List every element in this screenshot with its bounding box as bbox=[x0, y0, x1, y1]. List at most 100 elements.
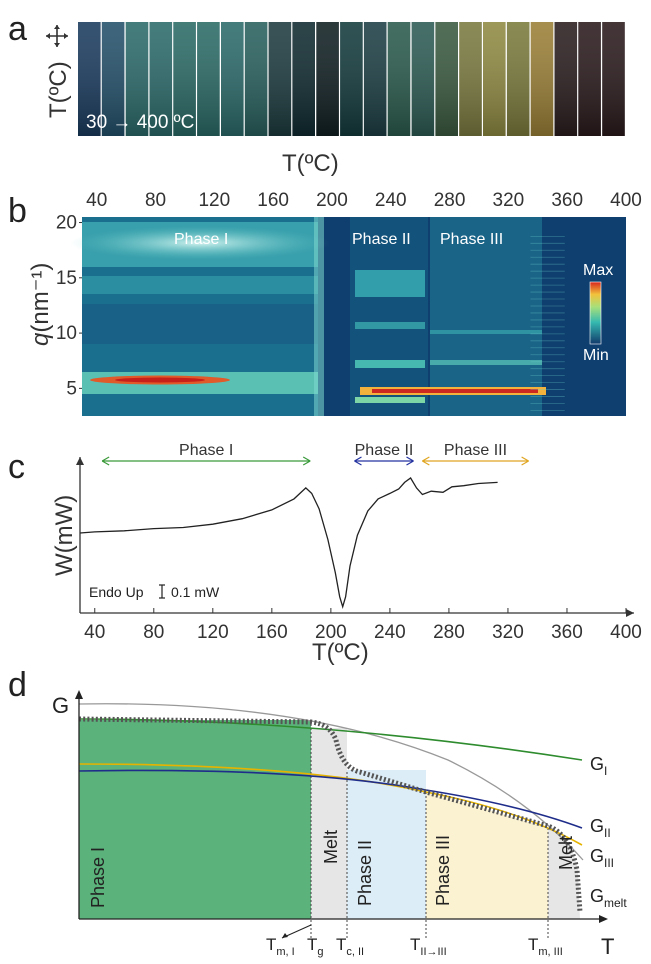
panel-b-x-tick-label: 80 bbox=[145, 190, 166, 211]
panel-d-y-label: G bbox=[52, 693, 69, 718]
heatmap-phase3-band-6 bbox=[430, 360, 542, 365]
region-melt-1 bbox=[311, 728, 347, 919]
panel-b-y-ticks: 5 10 15 20 bbox=[56, 213, 82, 399]
phase-range-right-arrow-icon bbox=[521, 456, 529, 466]
thermal-frame-shade bbox=[244, 22, 268, 136]
region-melt2-label: Melt bbox=[556, 836, 576, 870]
panel-b-x-tick-label: 280 bbox=[434, 190, 466, 211]
panel-c-x-tick-label: 120 bbox=[197, 622, 229, 643]
thermal-frame-shade bbox=[506, 22, 530, 136]
thermal-frames-strip bbox=[78, 22, 625, 136]
thermal-frame-shade bbox=[101, 22, 125, 136]
thermal-frame-shade bbox=[411, 22, 435, 136]
heatmap-phase1-band-15 bbox=[82, 276, 318, 294]
thermal-frame-shade bbox=[78, 22, 101, 136]
panel-c-x-tick-label: 360 bbox=[551, 622, 583, 643]
panel-b-x-tick-label: 240 bbox=[375, 190, 407, 211]
scan-range-label: 30 → 400 ºC bbox=[86, 112, 194, 133]
panel-c-x-tick-label: 320 bbox=[492, 622, 524, 643]
heatmap-phase3-label: Phase III bbox=[440, 231, 503, 248]
thermal-frame-shade bbox=[173, 22, 196, 136]
panel-b-y-tick-label: 15 bbox=[56, 268, 77, 289]
heatmap-phase3-peak bbox=[372, 389, 538, 393]
tc2-label: Tc, II bbox=[336, 935, 364, 958]
panel-b-x-tick-label: 40 bbox=[86, 190, 107, 211]
scale-bar-value: 0.1 mW bbox=[171, 584, 220, 600]
colorbar-max-label: Max bbox=[583, 262, 613, 279]
panel-c-x-tick-label: 200 bbox=[315, 622, 347, 643]
panel-b-x-tick-label: 120 bbox=[198, 190, 230, 211]
panel-b-x-tick-label: 200 bbox=[316, 190, 348, 211]
thermal-frame-shade bbox=[292, 22, 315, 136]
region-melt-2 bbox=[548, 828, 580, 919]
panel-c-y-arrow-icon bbox=[76, 457, 84, 465]
panel-c-x-arrow-icon bbox=[626, 609, 634, 617]
curve-label-gmelt: Gmelt bbox=[590, 886, 627, 910]
panel-b-x-tick-label: 360 bbox=[551, 190, 583, 211]
panel-b-x-tick-label: 400 bbox=[610, 190, 642, 211]
colorbar: Max Min bbox=[583, 262, 613, 364]
panel-b-y-tick-label: 20 bbox=[56, 213, 77, 234]
region-phase1 bbox=[79, 720, 311, 919]
phase-range-label: Phase III bbox=[444, 442, 507, 459]
thermal-frame-shade bbox=[149, 22, 173, 136]
heatmap-phase1-mid bbox=[82, 304, 318, 344]
panel-c-x-tick-label: 160 bbox=[256, 622, 288, 643]
panel-d-x-label: T bbox=[601, 934, 614, 959]
curve-label-g3: GIII bbox=[590, 846, 614, 870]
panel-c: c W(mW) Phase I Phase II Phase III Endo Up… bbox=[8, 442, 642, 666]
panel-c-x-ticks: 40 80 120 160 200 240 280 320 360 400 bbox=[84, 608, 642, 643]
panel-b-y-label: q(nm⁻¹) bbox=[27, 263, 54, 346]
region-phase3 bbox=[426, 791, 548, 919]
panel-d-x-arrow-icon bbox=[599, 915, 608, 923]
region-phase3-label: Phase III bbox=[433, 835, 453, 906]
tm1-arrowhead-icon bbox=[282, 933, 288, 938]
panel-c-y-label: W(mW) bbox=[51, 495, 78, 576]
panel-c-letter: c bbox=[8, 448, 25, 486]
endo-up-label: Endo Up bbox=[89, 584, 144, 600]
heatmap-streaks bbox=[530, 235, 565, 411]
region-phase2 bbox=[347, 770, 426, 919]
t23-label: TII→III bbox=[410, 935, 447, 958]
panel-a: a T(ºC) 30 → 400 ºC bbox=[8, 10, 625, 136]
panel-b-x-tick-label: 320 bbox=[493, 190, 525, 211]
region-melt1-label: Melt bbox=[321, 830, 341, 864]
thermal-frame-shade bbox=[578, 22, 601, 136]
panel-c-x-tick-label: 240 bbox=[374, 622, 406, 643]
thermal-frame-shade bbox=[363, 22, 387, 136]
curve-g2 bbox=[78, 769, 583, 829]
thermal-frame-shade bbox=[483, 22, 506, 136]
phase-range-label: Phase I bbox=[179, 442, 233, 459]
thermal-frame-shade bbox=[340, 22, 363, 136]
thermal-frame-shade bbox=[221, 22, 244, 136]
thermal-frame-shade bbox=[316, 22, 339, 136]
panel-d-y-arrow-icon bbox=[75, 690, 83, 699]
heatmap-phase2-band-10 bbox=[355, 322, 425, 329]
curve-label-g2: GII bbox=[590, 816, 611, 840]
thermal-frame-shade bbox=[554, 22, 578, 136]
panel-b-y-tick-label: 10 bbox=[56, 323, 77, 344]
heatmap-phase1-glow bbox=[70, 226, 330, 260]
heatmap-phase2-region bbox=[350, 217, 428, 416]
phase-range-right-arrow-icon bbox=[302, 456, 311, 466]
panel-b-top-axis-title: T(ºC) bbox=[282, 150, 339, 177]
panel-c-x-title: T(ºC) bbox=[312, 639, 369, 666]
heatmap-phase2-band-3 bbox=[355, 397, 425, 403]
thermal-frame-shade bbox=[530, 22, 554, 136]
thermal-frame-shade bbox=[387, 22, 411, 136]
panel-b-letter: b bbox=[8, 192, 27, 230]
panel-d-letter: d bbox=[8, 666, 27, 704]
panel-a-letter: a bbox=[8, 10, 27, 48]
phase-range-label: Phase II bbox=[355, 442, 414, 459]
panel-b-y-tick-label: 5 bbox=[66, 378, 77, 399]
colorbar-min-label: Min bbox=[583, 347, 609, 364]
tg-label: Tg bbox=[307, 935, 324, 958]
thermal-frame-shade bbox=[459, 22, 482, 136]
heatmap-transition-column bbox=[314, 217, 324, 416]
panel-b-x-tick-label: 160 bbox=[257, 190, 289, 211]
colorbar-gradient bbox=[589, 281, 602, 345]
panel-c-x-tick-label: 400 bbox=[610, 622, 642, 643]
phase-range-left-arrow-icon bbox=[422, 456, 430, 466]
panel-b-x-ticks: 40 80 120 160 200 240 280 320 360 400 bbox=[86, 190, 642, 211]
thermal-frame-shade bbox=[125, 22, 149, 136]
